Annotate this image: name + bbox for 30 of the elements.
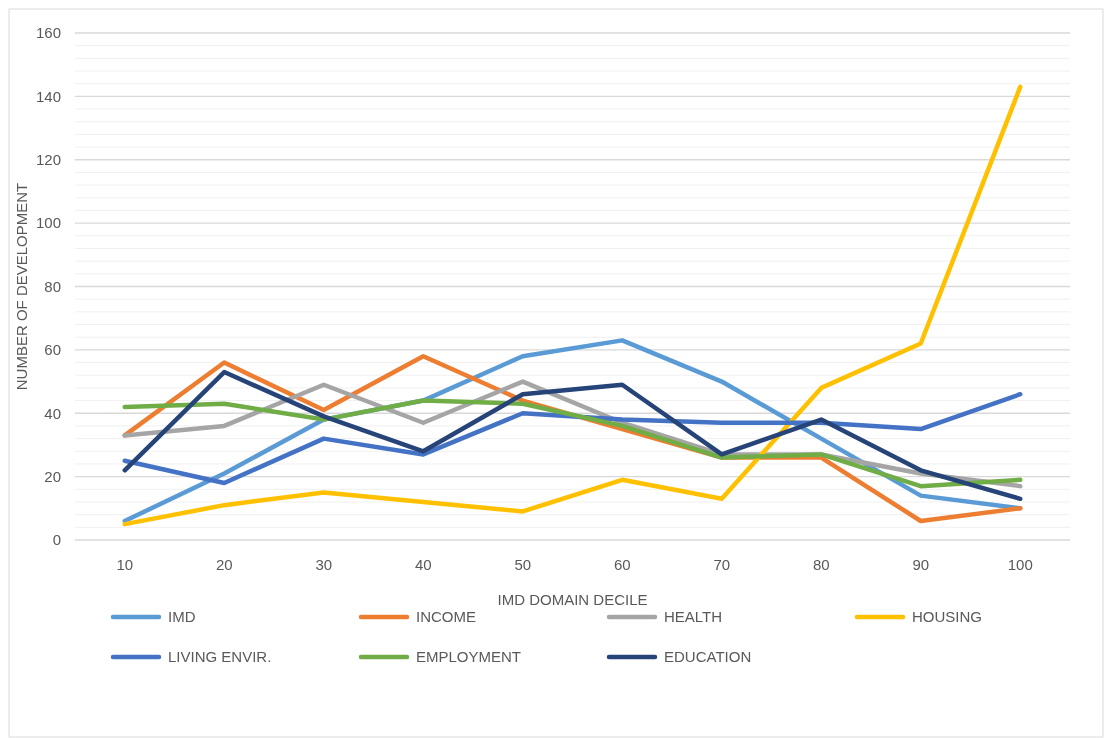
legend-label: EDUCATION [664,648,752,666]
x-tick-label: 60 [613,556,631,573]
y-tick-label: 40 [44,404,61,422]
y-tick-label: 0 [52,531,61,549]
x-tick-label: 40 [414,556,432,573]
y-tick-label: 140 [35,87,61,105]
x-tick-label: 80 [812,556,830,573]
x-axis-title: IMD DOMAIN DECILE [497,591,648,608]
y-tick-label: 100 [35,214,61,232]
y-axis-title: NUMBER OF DEVELOPMENT [13,182,30,391]
y-tick-label: 80 [44,277,61,295]
line-series [122,84,1023,527]
legend-label: HOUSING [912,608,983,626]
x-tick-label: 100 [1007,556,1033,573]
line-series [122,369,1023,502]
x-tick-label: 30 [315,556,333,573]
legend-label: HEALTH [664,608,723,626]
legend-label: EMPLOYMENT [416,648,522,666]
x-tick-label: 70 [713,556,731,573]
legend-label: IMD [168,608,196,626]
legend-label: LIVING ENVIR. [168,648,272,666]
y-tick-label: 120 [35,151,61,168]
x-tick-label: 90 [912,556,930,573]
y-tick-label: 160 [35,24,61,42]
x-tick-label: 10 [116,556,134,573]
legend-label: INCOME [416,608,476,626]
x-tick-label: 20 [215,556,233,573]
y-tick-label: 20 [44,467,61,485]
x-tick-label: 50 [514,556,532,573]
y-tick-label: 60 [44,341,61,359]
